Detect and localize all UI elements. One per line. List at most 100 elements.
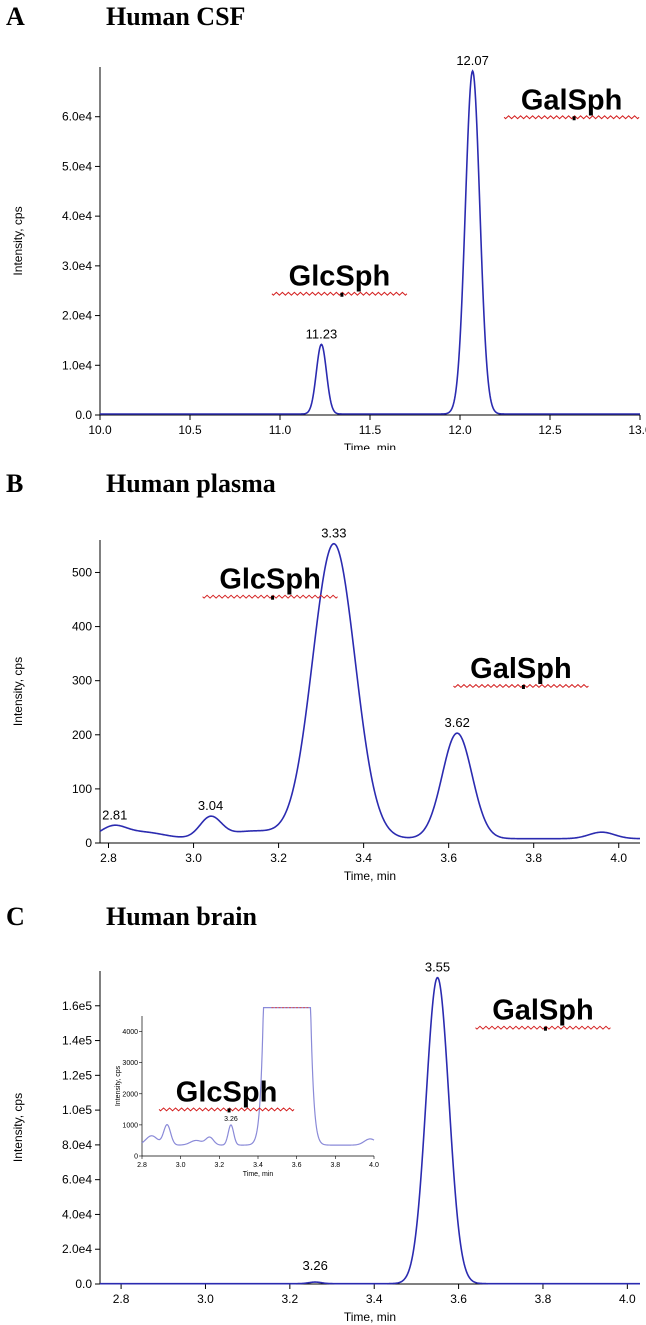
x-tick-label: 12.5 <box>538 423 562 437</box>
x-tick-label: 3.8 <box>525 851 542 865</box>
chart-b: 2.8 3.0 3.2 3.4 3.6 3.8 4.0 0 100 200 300 400 500 Tim… <box>11 526 641 883</box>
text-cursor-marker <box>572 116 576 121</box>
compound-label: GalSph <box>470 653 572 685</box>
x-axis-label: Time, min <box>344 869 396 883</box>
compound-label: GalSph <box>492 995 594 1027</box>
y-tick-label: 0 <box>85 836 92 850</box>
chart-c: 2.8 3.0 3.2 3.4 3.6 3.8 4.0 0.0 2.0e4 4.0e4 6.0e4 8… <box>11 960 640 1324</box>
x-tick-label: 3.0 <box>197 1292 214 1306</box>
y-tick-label: 400 <box>72 620 92 634</box>
inset-x-tick-label: 3.2 <box>214 1162 224 1169</box>
compound-label: GlcSph <box>289 261 391 293</box>
panel-b-letter: B <box>6 469 24 498</box>
inset-trace <box>141 1007 375 1146</box>
x-tick-label: 3.2 <box>270 851 287 865</box>
inset-x-tick-label: 3.8 <box>330 1162 340 1169</box>
inset-x-tick-label: 3.0 <box>176 1162 186 1169</box>
panel-a-title: Human CSF <box>106 2 246 31</box>
peak-label: 3.62 <box>445 715 470 730</box>
x-tick-label: 2.8 <box>113 1292 130 1306</box>
peak-label: 12.07 <box>456 53 489 68</box>
peak-label: 2.81 <box>102 807 127 822</box>
y-tick-label: 200 <box>72 728 92 742</box>
inset-y-tick-label: 0 <box>134 1154 138 1161</box>
inset-x-tick-label: 3.6 <box>292 1162 302 1169</box>
peak-label: 3.33 <box>321 526 346 541</box>
y-tick-label: 4.0e4 <box>62 1207 92 1221</box>
text-cursor-marker <box>271 595 275 600</box>
y-axis-label: Intensity, cps <box>11 1093 25 1162</box>
panel-c-letter: C <box>6 902 25 931</box>
y-tick-label: 300 <box>72 674 92 688</box>
y-tick-label: 1.0e4 <box>62 358 92 372</box>
panel-a: A Human CSF 10.0 10.5 11.0 11.5 12.0 12.5 13. 0… <box>0 0 646 450</box>
inset-y-tick-label: 1000 <box>122 1122 138 1129</box>
inset-peak-label: 3.26 <box>224 1116 238 1123</box>
x-tick-label: 3.6 <box>440 851 457 865</box>
inset-x-axis-label: Time, min <box>243 1171 274 1178</box>
panel-c: C Human brain 2.8 3.0 3.2 3.4 3.6 3.8 4.0 0.0 2.… <box>0 880 646 1324</box>
y-tick-label: 1.6e5 <box>62 999 92 1013</box>
inset-x-tick-label: 3.4 <box>253 1162 263 1169</box>
peak-label: 3.26 <box>303 1258 328 1273</box>
chromatogram-trace <box>99 542 641 840</box>
y-axis-label: Intensity, cps <box>11 657 25 726</box>
chart-a: 10.0 10.5 11.0 11.5 12.0 12.5 13.0 0.0 1.0e4 2.0e… <box>11 53 646 450</box>
inset-y-tick-label: 2000 <box>122 1091 138 1098</box>
panel-b: B Human plasma 2.8 3.0 3.2 3.4 3.6 3.8 4.0 0 100… <box>0 445 646 885</box>
compound-label: GlcSph <box>219 564 321 596</box>
y-tick-label: 1.0e5 <box>62 1103 92 1117</box>
compound-label: GalSph <box>521 84 623 116</box>
x-tick-label: 3.6 <box>450 1292 467 1306</box>
inset-x-tick-label: 2.8 <box>137 1162 147 1169</box>
spelling-squiggle <box>271 291 408 296</box>
x-tick-label: 11.5 <box>359 423 382 437</box>
inset-y-axis-label: Intensity, cps <box>115 1065 122 1106</box>
spelling-squiggle <box>202 594 338 599</box>
spelling-squiggle <box>475 1025 611 1030</box>
inset-y-tick-label: 3000 <box>122 1060 138 1067</box>
spelling-squiggle <box>503 115 640 120</box>
x-tick-label: 10.5 <box>178 423 202 437</box>
y-tick-label: 6.0e4 <box>62 1173 92 1187</box>
x-tick-label: 4.0 <box>619 1292 636 1306</box>
inset-background <box>110 1008 382 1178</box>
x-tick-label: 10.0 <box>88 423 112 437</box>
peak-label: 3.55 <box>425 960 450 975</box>
y-tick-label: 2.0e4 <box>62 1242 92 1256</box>
x-axis-label: Time, min <box>344 1310 396 1324</box>
x-tick-label: 4.0 <box>610 851 627 865</box>
x-tick-label: 3.2 <box>282 1292 299 1306</box>
y-tick-label: 2.0e4 <box>62 309 92 323</box>
inset-y-tick-label: 4000 <box>122 1029 138 1036</box>
x-tick-label: 12.0 <box>448 423 472 437</box>
text-cursor-marker <box>227 1108 231 1113</box>
y-tick-label: 8.0e4 <box>62 1138 92 1152</box>
y-tick-label: 5.0e4 <box>62 159 92 173</box>
x-tick-label: 3.4 <box>366 1292 383 1306</box>
y-tick-label: 0.0 <box>75 408 92 422</box>
panel-b-title: Human plasma <box>106 469 276 498</box>
text-cursor-marker <box>543 1026 547 1031</box>
inset-x-tick-label: 4.0 <box>369 1162 379 1169</box>
y-tick-label: 500 <box>72 565 92 579</box>
text-cursor-marker <box>340 292 344 297</box>
spelling-squiggle <box>453 683 589 689</box>
chromatogram-trace <box>100 69 640 415</box>
chromatogram-trace <box>100 976 640 1285</box>
y-tick-label: 0.0 <box>75 1277 92 1291</box>
text-cursor-marker <box>521 684 525 689</box>
x-tick-label: 13.0 <box>628 423 646 437</box>
panel-a-letter: A <box>6 2 25 31</box>
y-tick-label: 100 <box>72 782 92 796</box>
peak-label: 11.23 <box>306 326 338 341</box>
y-tick-label: 1.2e5 <box>62 1068 92 1082</box>
x-tick-label: 3.4 <box>355 851 372 865</box>
x-tick-label: 3.8 <box>535 1292 552 1306</box>
x-tick-label: 11.0 <box>269 423 292 437</box>
spelling-squiggle <box>158 1107 295 1112</box>
y-tick-label: 1.4e5 <box>62 1034 92 1048</box>
y-axis-label: Intensity, cps <box>11 206 25 275</box>
y-tick-label: 6.0e4 <box>62 110 92 124</box>
x-tick-label: 2.8 <box>100 851 117 865</box>
